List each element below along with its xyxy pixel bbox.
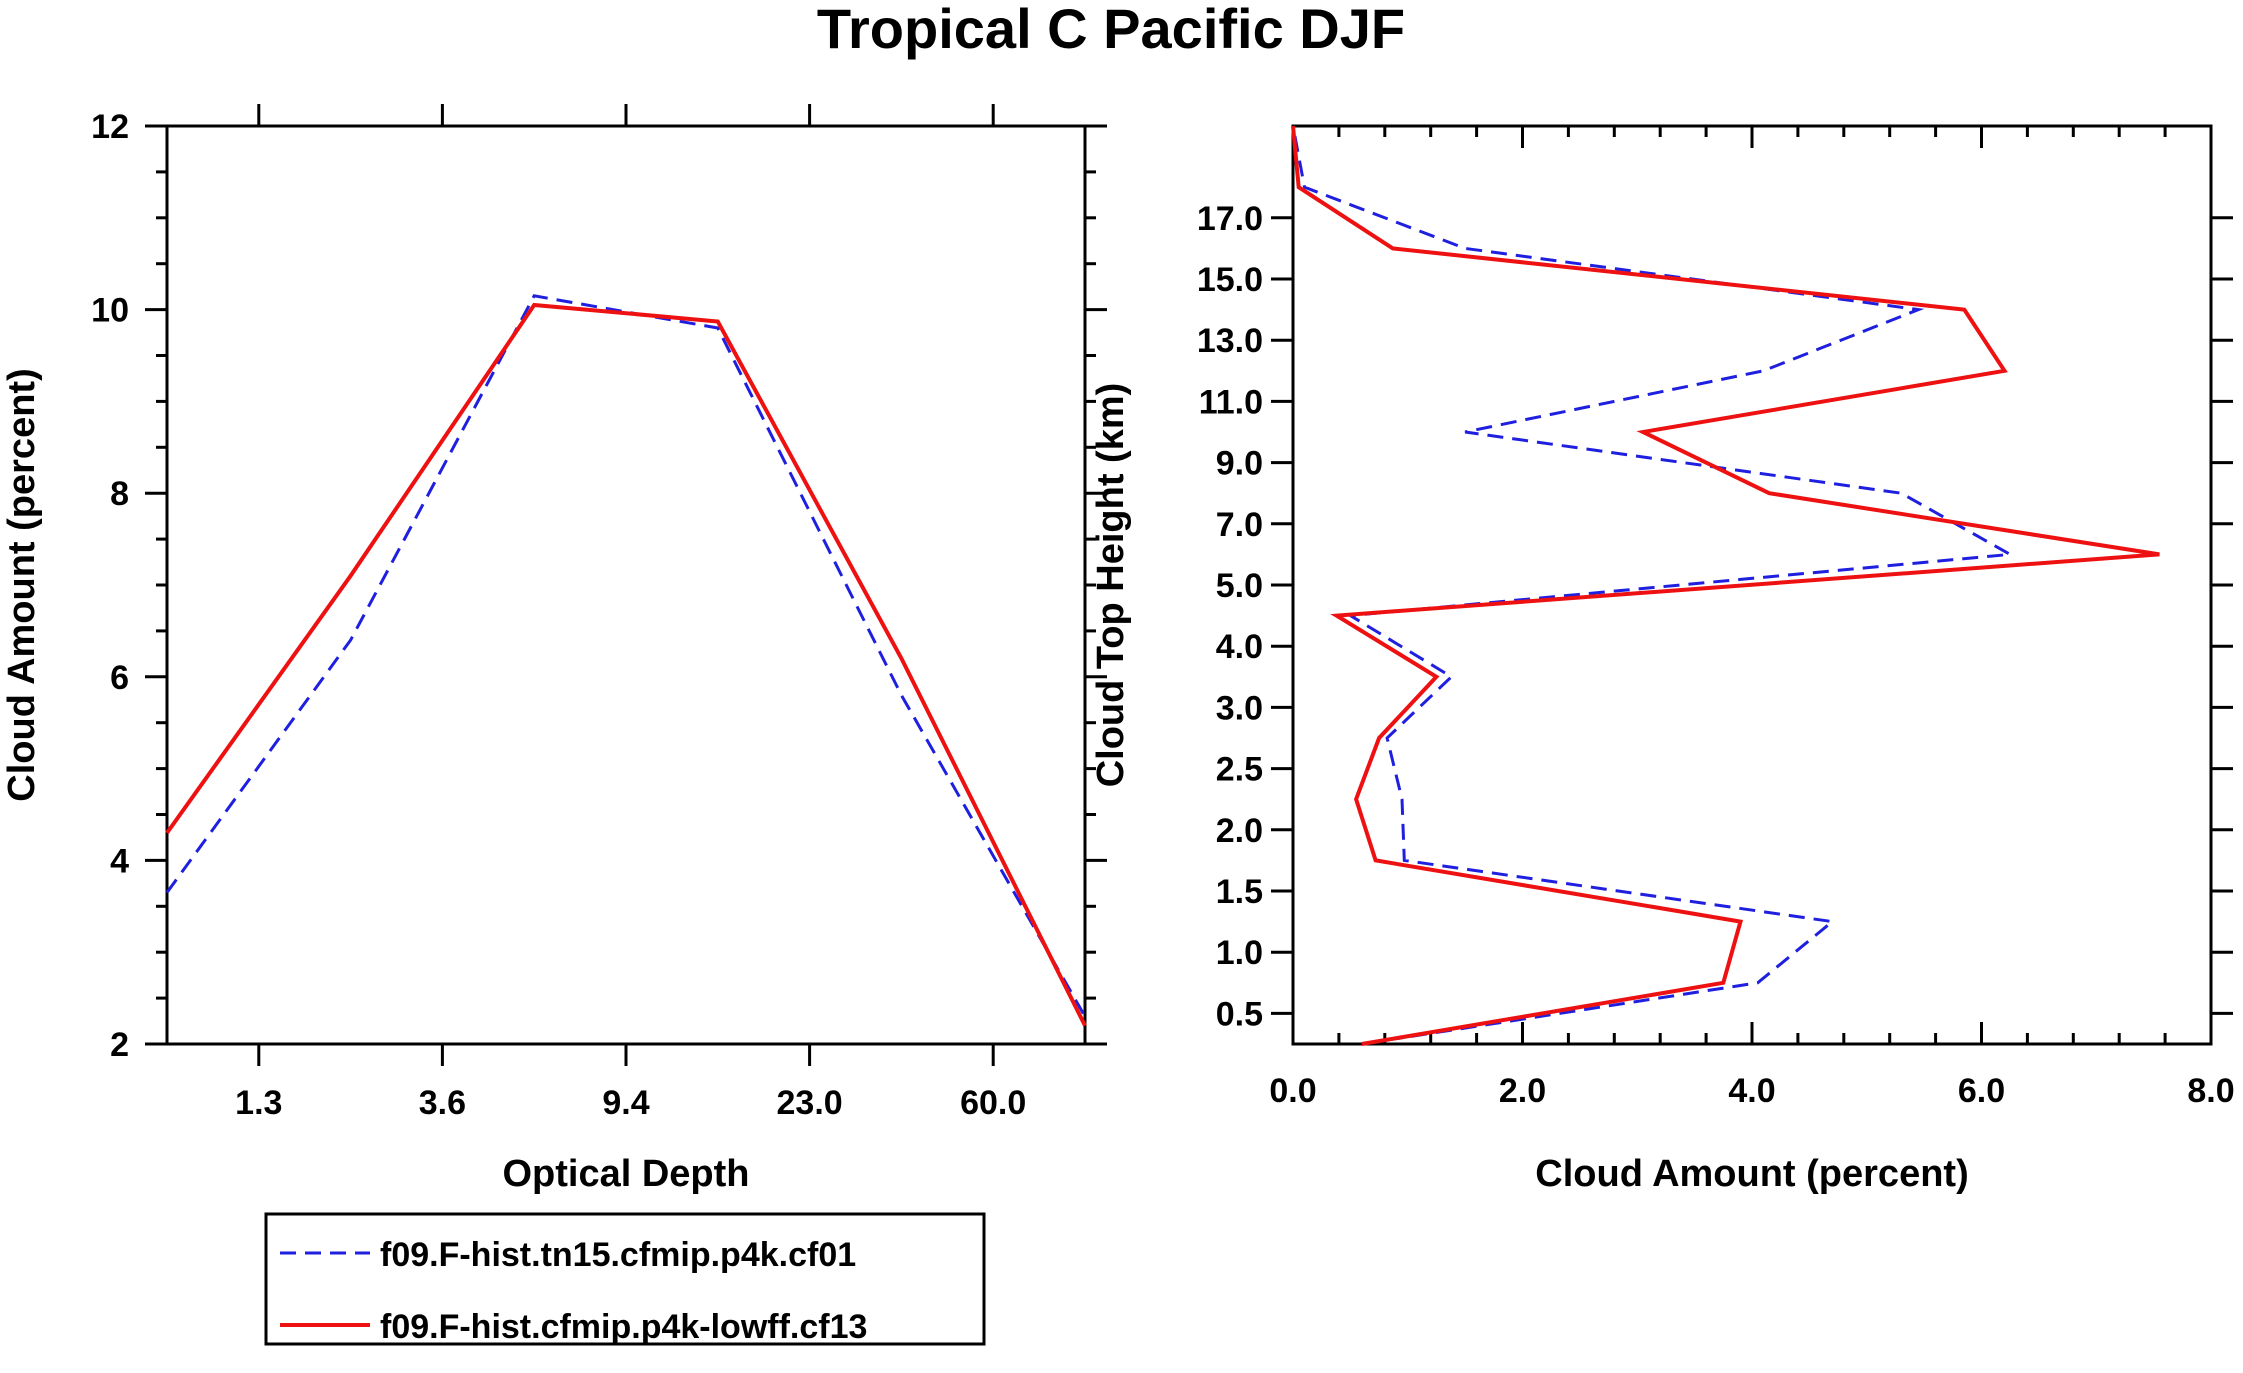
left-y-tick-label: 6 bbox=[110, 659, 129, 697]
right-y-tick-label: 15.0 bbox=[1197, 261, 1263, 299]
left-y-tick-label: 10 bbox=[91, 292, 129, 330]
legend: f09.F-hist.tn15.cfmip.p4k.cf01 f09.F-his… bbox=[264, 1212, 986, 1346]
right-y-tick-label: 11.0 bbox=[1199, 383, 1263, 421]
left-x-tick-label: 60.0 bbox=[960, 1084, 1026, 1122]
legend-box bbox=[264, 1212, 986, 1346]
left-axis-ticks: 1.3 3.6 9.4 23.0 60.0 2 4 6 8 10 12 bbox=[91, 104, 1107, 1122]
right-y-tick-label: 13.0 bbox=[1197, 322, 1263, 360]
right-y-tick-label: 1.5 bbox=[1216, 873, 1263, 911]
left-y-tick-label: 2 bbox=[110, 1026, 129, 1064]
legend-label-series-b: f09.F-hist.cfmip.p4k-lowff.cf13 bbox=[380, 1308, 867, 1346]
left-y-tick-label: 12 bbox=[91, 108, 129, 146]
left-x-tick-label: 23.0 bbox=[777, 1084, 843, 1122]
right-x-tick-label: 6.0 bbox=[1958, 1072, 2005, 1110]
right-y-tick-label: 2.0 bbox=[1216, 812, 1263, 850]
right-series-group bbox=[1291, 125, 2160, 1046]
right-y-tick-label: 5.0 bbox=[1216, 567, 1263, 605]
left-y-tick-label: 8 bbox=[110, 475, 129, 513]
left-x-tick-label: 9.4 bbox=[602, 1084, 649, 1122]
right-y-tick-label: 3.0 bbox=[1216, 689, 1263, 727]
left-x-tick-label: 1.3 bbox=[235, 1084, 282, 1122]
right-y-tick-label: 7.0 bbox=[1216, 506, 1263, 544]
right-x-tick-label: 0.0 bbox=[1269, 1072, 1316, 1110]
left-x-tick-label: 3.6 bbox=[419, 1084, 466, 1122]
left-series-line-cf13 bbox=[165, 302, 1087, 1027]
figure-title: Tropical C Pacific DJF bbox=[817, 0, 1405, 60]
right-y-tick-label: 4.0 bbox=[1216, 628, 1263, 666]
right-y-axis-label: Cloud Top Height (km) bbox=[1090, 383, 1132, 788]
right-x-tick-label: 2.0 bbox=[1499, 1072, 1546, 1110]
right-x-axis-label: Cloud Amount (percent) bbox=[1535, 1153, 1968, 1195]
left-y-tick-label: 4 bbox=[110, 842, 129, 880]
left-x-axis-label: Optical Depth bbox=[502, 1153, 749, 1195]
left-plot-frame bbox=[165, 124, 1087, 1046]
left-series-group bbox=[165, 294, 1087, 1027]
right-y-tick-label: 0.5 bbox=[1216, 995, 1263, 1033]
right-y-tick-label: 9.0 bbox=[1216, 445, 1263, 483]
right-y-tick-label: 17.0 bbox=[1197, 200, 1263, 238]
right-x-tick-label: 8.0 bbox=[2187, 1072, 2234, 1110]
right-x-tick-label: 4.0 bbox=[1728, 1072, 1775, 1110]
right-y-tick-label: 2.5 bbox=[1216, 751, 1263, 789]
right-y-tick-label: 1.0 bbox=[1216, 934, 1263, 972]
left-series-line-cf01 bbox=[165, 294, 1087, 1018]
right-axis-ticks: 0.0 2.0 4.0 6.0 8.0 0.5 1.0 1.5 2.0 2.5 3.0 4.0 5.0 7… bbox=[1197, 126, 2235, 1110]
legend-label-series-a: f09.F-hist.tn15.cfmip.p4k.cf01 bbox=[380, 1236, 856, 1274]
right-panel: 0.0 2.0 4.0 6.0 8.0 0.5 1.0 1.5 2.0 2.5 3.0 4.0 5.0 7… bbox=[1090, 124, 2235, 1195]
left-y-axis-label: Cloud Amount (percent) bbox=[1, 368, 43, 801]
right-series-line-cf13 bbox=[1291, 125, 2160, 1046]
